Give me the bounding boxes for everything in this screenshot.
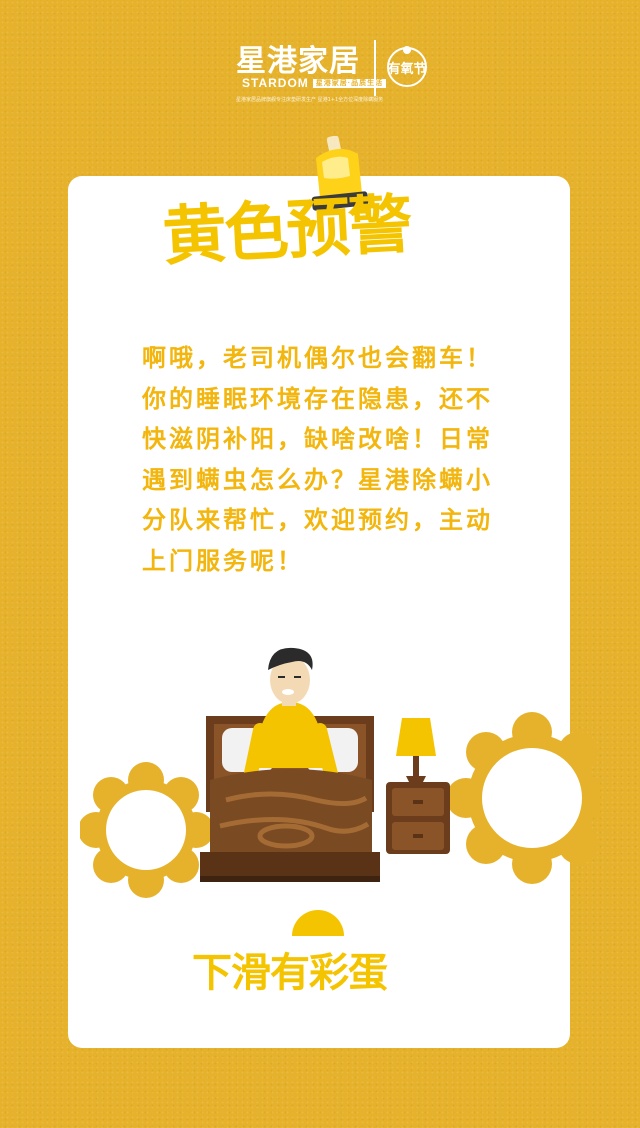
brand-divider <box>374 40 376 96</box>
scroll-hint-text: 下滑有彩蛋 <box>192 940 387 998</box>
body-paragraph: 啊哦，老司机偶尔也会翻车！你的睡眠环境存在隐患，还不快滋阴补阳，缺啥改啥！日常遇… <box>142 338 502 581</box>
festival-badge-icon: 有氧节 <box>384 42 430 88</box>
brand-logo: 星港家居 STARDOM 星港家居·品质生活 有氧节 星港家居品牌旗舰专注床垫研发… <box>236 36 446 106</box>
brand-sub-text: STARDOM <box>242 76 309 90</box>
bedroom-illustration <box>80 640 600 900</box>
scroll-hint[interactable]: 下滑有彩蛋 <box>192 908 442 1008</box>
dust-mite-icon <box>80 762 214 898</box>
lamp-icon <box>396 718 436 782</box>
brand-tagline: 星港家居品牌旗舰专注床垫研发生产 星港1+1全方位深度除螨服务 <box>236 96 436 103</box>
sun-icon <box>290 908 346 936</box>
page-title: 黄色预警 <box>160 186 460 306</box>
festival-label: 有氧节 <box>387 61 426 77</box>
dust-mite-icon <box>446 712 600 884</box>
page-title-text: 黄色预警 <box>160 173 412 278</box>
brand-sub-name: STARDOM 星港家居·品质生活 <box>242 76 386 90</box>
brand-name: 星港家居 <box>236 36 360 80</box>
